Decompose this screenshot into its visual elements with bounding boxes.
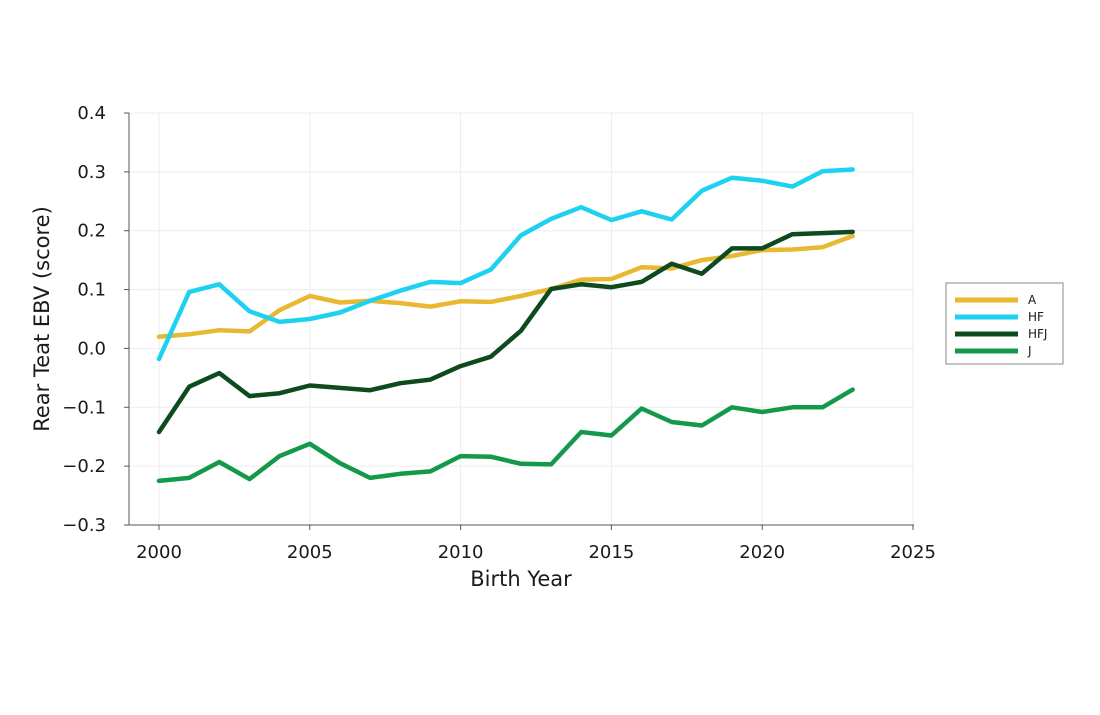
legend-label-j: J [1027,344,1032,358]
y-tick-label: 0.2 [77,221,106,242]
y-tick-label: −0.1 [62,397,106,418]
y-tick-label: 0.1 [77,280,106,301]
series-line-j [156,387,855,484]
axes: 0.4 0.3 0.2 0.1 0.0 −0.1 −0.2 −0.3 2000 2005 2010 2… [62,103,936,563]
y-tick-label: 0.0 [77,338,106,359]
grid [129,112,914,526]
x-tick-label: 2005 [287,542,333,563]
x-axis-title: Birth Year [470,567,572,591]
legend: A HF HFJ J [945,282,1064,365]
x-tick-label: 2000 [136,542,182,563]
legend-label-hf: HF [1028,310,1044,324]
legend-label-hfj: HFJ [1028,327,1047,341]
series-lines [156,167,855,484]
series-line-a [156,233,855,339]
x-tick-label: 2015 [588,542,634,563]
legend-label-a: A [1028,293,1037,307]
series-line-hfj [156,229,855,435]
x-tick-label: 2025 [890,542,936,563]
y-tick-label: 0.3 [77,162,106,183]
y-tick-label: 0.4 [77,103,106,124]
y-tick-label: −0.3 [62,515,106,536]
y-tick-label: −0.2 [62,456,106,477]
x-tick-label: 2020 [739,542,785,563]
y-axis-title: Rear Teat EBV (score) [30,206,54,432]
series-line-hf [156,167,855,362]
x-tick-label: 2010 [438,542,484,563]
